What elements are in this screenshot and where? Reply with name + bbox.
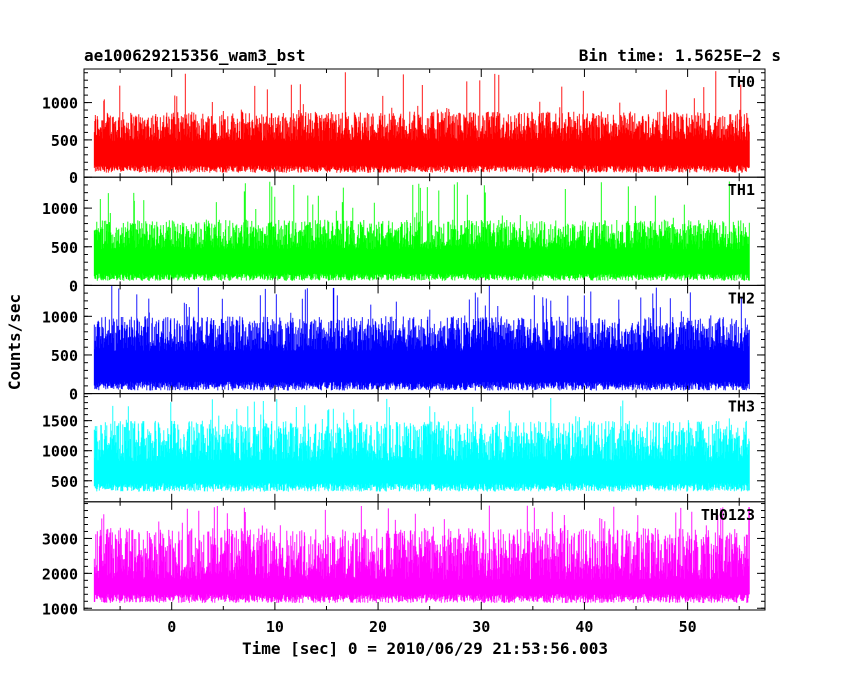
panels-group: 05001000TH005001000TH105001000TH25001000… xyxy=(42,68,766,636)
y-tick-label: 3000 xyxy=(42,530,78,548)
series-line-th1 xyxy=(93,181,750,281)
series-line-th3 xyxy=(93,398,750,492)
panel-label: TH0123 xyxy=(701,506,755,524)
chart-title: ae100629215356_wam3_bst xyxy=(84,46,306,65)
y-tick-label: 2000 xyxy=(42,565,78,583)
panel-th2: 0 500 1000 TH2 xyxy=(42,284,766,404)
x-tick-label: 40 xyxy=(575,618,593,636)
y-tick-label: 1500 xyxy=(42,413,78,431)
y-axis-label: Counts/sec xyxy=(5,294,24,390)
y-tick-label: 0 xyxy=(69,277,78,295)
series-line-th0 xyxy=(93,71,750,173)
panel-label: TH0 xyxy=(728,73,755,91)
y-tick-label: 0 xyxy=(69,169,78,187)
panel-label: TH2 xyxy=(728,289,755,307)
x-tick-label: 50 xyxy=(679,618,697,636)
y-tick-label: 500 xyxy=(51,347,78,365)
x-tick-label: 20 xyxy=(369,618,387,636)
x-axis-label: Time [sec] 0 = 2010/06/29 21:53:56.003 xyxy=(242,639,608,658)
x-tick-label: 30 xyxy=(472,618,490,636)
y-tick-label: 1000 xyxy=(42,308,78,326)
series-line-th2 xyxy=(93,285,750,391)
y-tick-label: 1000 xyxy=(42,95,78,113)
panel-th0123: 1000 2000 3000 TH0123 xyxy=(42,501,766,618)
x-tick-label: 10 xyxy=(266,618,284,636)
y-tick-label: 1000 xyxy=(42,443,78,461)
x-tick-label: 0 xyxy=(167,618,176,636)
panel-th1: 0 500 1000 TH1 xyxy=(42,176,766,295)
panel-th0: 0 500 1000 TH0 xyxy=(42,68,766,187)
y-tick-label: 500 xyxy=(51,132,78,150)
y-tick-label: 1000 xyxy=(42,200,78,218)
y-tick-label: 1000 xyxy=(42,600,78,618)
chart-subtitle: Bin time: 1.5625E−2 s xyxy=(579,46,781,65)
y-tick-label: 500 xyxy=(51,239,78,257)
panel-label: TH3 xyxy=(728,398,755,416)
panel-th3: 500 1000 1500 TH3 xyxy=(42,393,766,503)
panel-frame xyxy=(83,501,766,611)
y-tick-label: 500 xyxy=(51,473,78,491)
series-line-th0123 xyxy=(93,505,750,603)
y-tick-label: 0 xyxy=(69,386,78,404)
panel-label: TH1 xyxy=(728,181,755,199)
